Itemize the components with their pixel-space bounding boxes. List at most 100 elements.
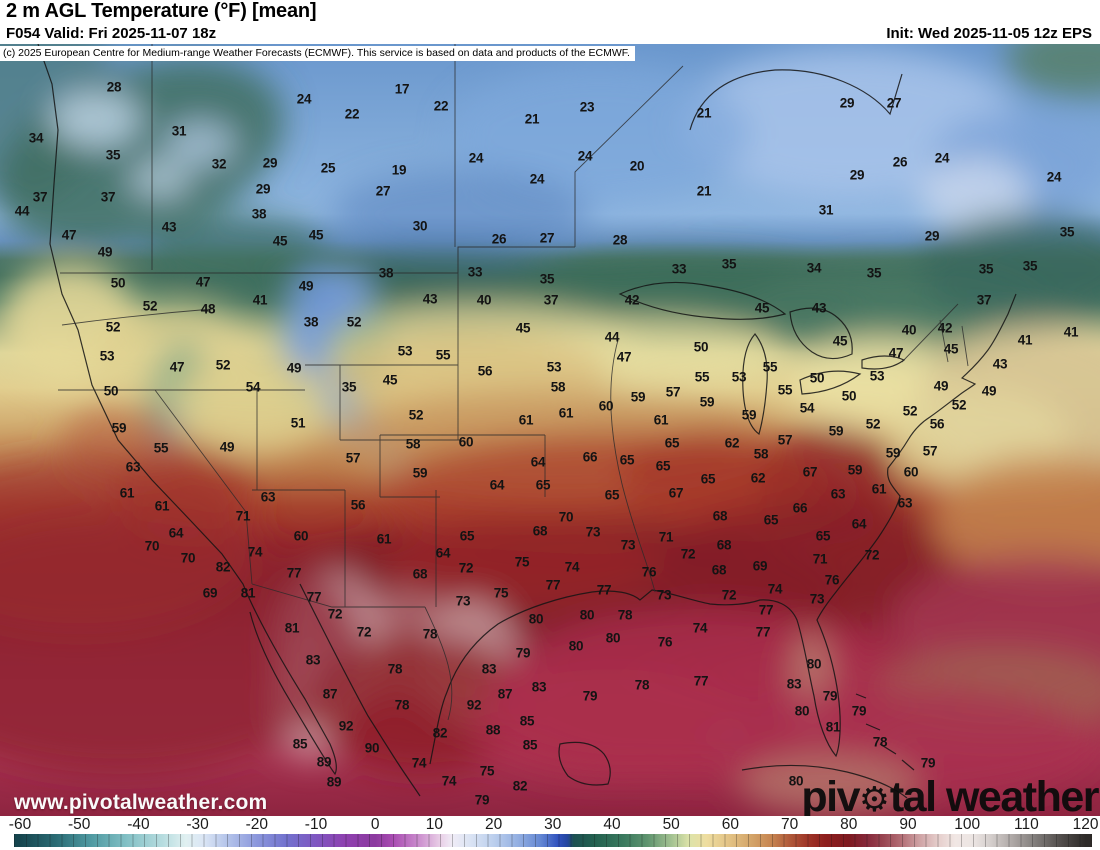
- temp-label: 73: [455, 593, 471, 609]
- temp-label: 82: [215, 559, 231, 575]
- temp-label: 51: [290, 415, 306, 431]
- temp-label: 61: [653, 412, 669, 428]
- temp-label: 21: [696, 183, 712, 199]
- temp-label: 34: [806, 260, 822, 276]
- temp-label: 63: [125, 459, 141, 475]
- temp-label: 23: [579, 99, 595, 115]
- temp-label: 65: [815, 528, 831, 544]
- temp-label: 66: [582, 449, 598, 465]
- temp-label: 22: [344, 106, 360, 122]
- temp-label: 44: [604, 329, 620, 345]
- temp-label: 79: [822, 688, 838, 704]
- colorbar-tick: -30: [186, 816, 209, 833]
- temp-label: 52: [951, 397, 967, 413]
- field-blobs: [0, 44, 1100, 814]
- temp-label: 57: [665, 384, 681, 400]
- temp-label: 74: [767, 581, 783, 597]
- temp-label: 65: [619, 452, 635, 468]
- temp-label: 58: [405, 436, 421, 452]
- temp-label: 76: [657, 634, 673, 650]
- temp-label: 58: [550, 379, 566, 395]
- temp-label: 59: [847, 462, 863, 478]
- temp-label: 45: [308, 227, 324, 243]
- temp-label: 20: [629, 158, 645, 174]
- temp-label: 68: [412, 566, 428, 582]
- temp-label: 76: [641, 564, 657, 580]
- temp-label: 77: [596, 582, 612, 598]
- temp-label: 72: [680, 546, 696, 562]
- temp-label: 79: [920, 755, 936, 771]
- colorbar-tick: 40: [603, 816, 621, 833]
- temp-label: 37: [976, 292, 992, 308]
- temp-label: 73: [585, 524, 601, 540]
- temp-label: 90: [364, 740, 380, 756]
- temp-label: 17: [394, 81, 410, 97]
- temp-label: 29: [924, 228, 940, 244]
- temp-label: 74: [441, 773, 457, 789]
- temp-label: 79: [582, 688, 598, 704]
- temp-label: 66: [792, 500, 808, 516]
- temp-label: 92: [466, 697, 482, 713]
- temp-label: 65: [655, 458, 671, 474]
- temp-label: 68: [532, 523, 548, 539]
- temp-label: 64: [435, 545, 451, 561]
- temp-label: 76: [824, 572, 840, 588]
- temp-label: 50: [110, 275, 126, 291]
- colorbar-tick: -50: [67, 816, 91, 833]
- temp-label: 21: [524, 111, 540, 127]
- temp-label: 60: [293, 528, 309, 544]
- temp-label: 56: [477, 363, 493, 379]
- borders: [58, 44, 969, 721]
- temp-label: 52: [215, 357, 231, 373]
- temp-label: 43: [422, 291, 438, 307]
- temp-label: 80: [579, 607, 595, 623]
- temp-label: 53: [99, 348, 115, 364]
- temp-label: 43: [811, 300, 827, 316]
- temp-label: 29: [255, 181, 271, 197]
- temp-label: 72: [721, 587, 737, 603]
- temp-label: 75: [514, 554, 530, 570]
- temp-label: 50: [809, 370, 825, 386]
- temp-label: 38: [251, 206, 267, 222]
- temp-label: 60: [903, 464, 919, 480]
- temp-label: 40: [901, 322, 917, 338]
- temp-label: 31: [171, 123, 187, 139]
- temp-label: 59: [885, 445, 901, 461]
- temp-label: 45: [832, 333, 848, 349]
- temp-label: 87: [322, 686, 338, 702]
- temp-label: 64: [851, 516, 867, 532]
- temp-label: 50: [841, 388, 857, 404]
- temp-label: 80: [605, 630, 621, 646]
- temp-label: 26: [892, 154, 908, 170]
- temp-label: 22: [433, 98, 449, 114]
- temp-label: 85: [519, 713, 535, 729]
- temp-label: 55: [435, 347, 451, 363]
- colorbar-tick: -40: [127, 816, 150, 833]
- temp-label: 58: [753, 446, 769, 462]
- temp-label: 45: [515, 320, 531, 336]
- temp-label: 79: [851, 703, 867, 719]
- temp-label: 78: [872, 734, 888, 750]
- temp-label: 77: [306, 589, 322, 605]
- temp-label: 72: [356, 624, 372, 640]
- temp-label: 40: [476, 292, 492, 308]
- temp-label: 35: [105, 147, 121, 163]
- temp-label: 89: [326, 774, 342, 790]
- temp-label: 67: [802, 464, 818, 480]
- temp-label: 73: [809, 591, 825, 607]
- init-time-label: Init: Wed 2025-11-05 12z EPS: [886, 25, 1092, 42]
- temp-label: 31: [818, 202, 834, 218]
- temp-label: 30: [412, 218, 428, 234]
- temp-label: 43: [992, 356, 1008, 372]
- temp-label: 74: [247, 544, 263, 560]
- temp-label: 59: [828, 423, 844, 439]
- temp-label: 64: [530, 454, 546, 470]
- temp-label: 35: [1022, 258, 1038, 274]
- temp-label: 44: [14, 203, 30, 219]
- temp-label: 65: [700, 471, 716, 487]
- temp-label: 55: [777, 382, 793, 398]
- temp-label: 56: [929, 416, 945, 432]
- logo-text-post: tal weather: [889, 773, 1100, 816]
- temp-label: 59: [630, 389, 646, 405]
- temp-label: 77: [755, 624, 771, 640]
